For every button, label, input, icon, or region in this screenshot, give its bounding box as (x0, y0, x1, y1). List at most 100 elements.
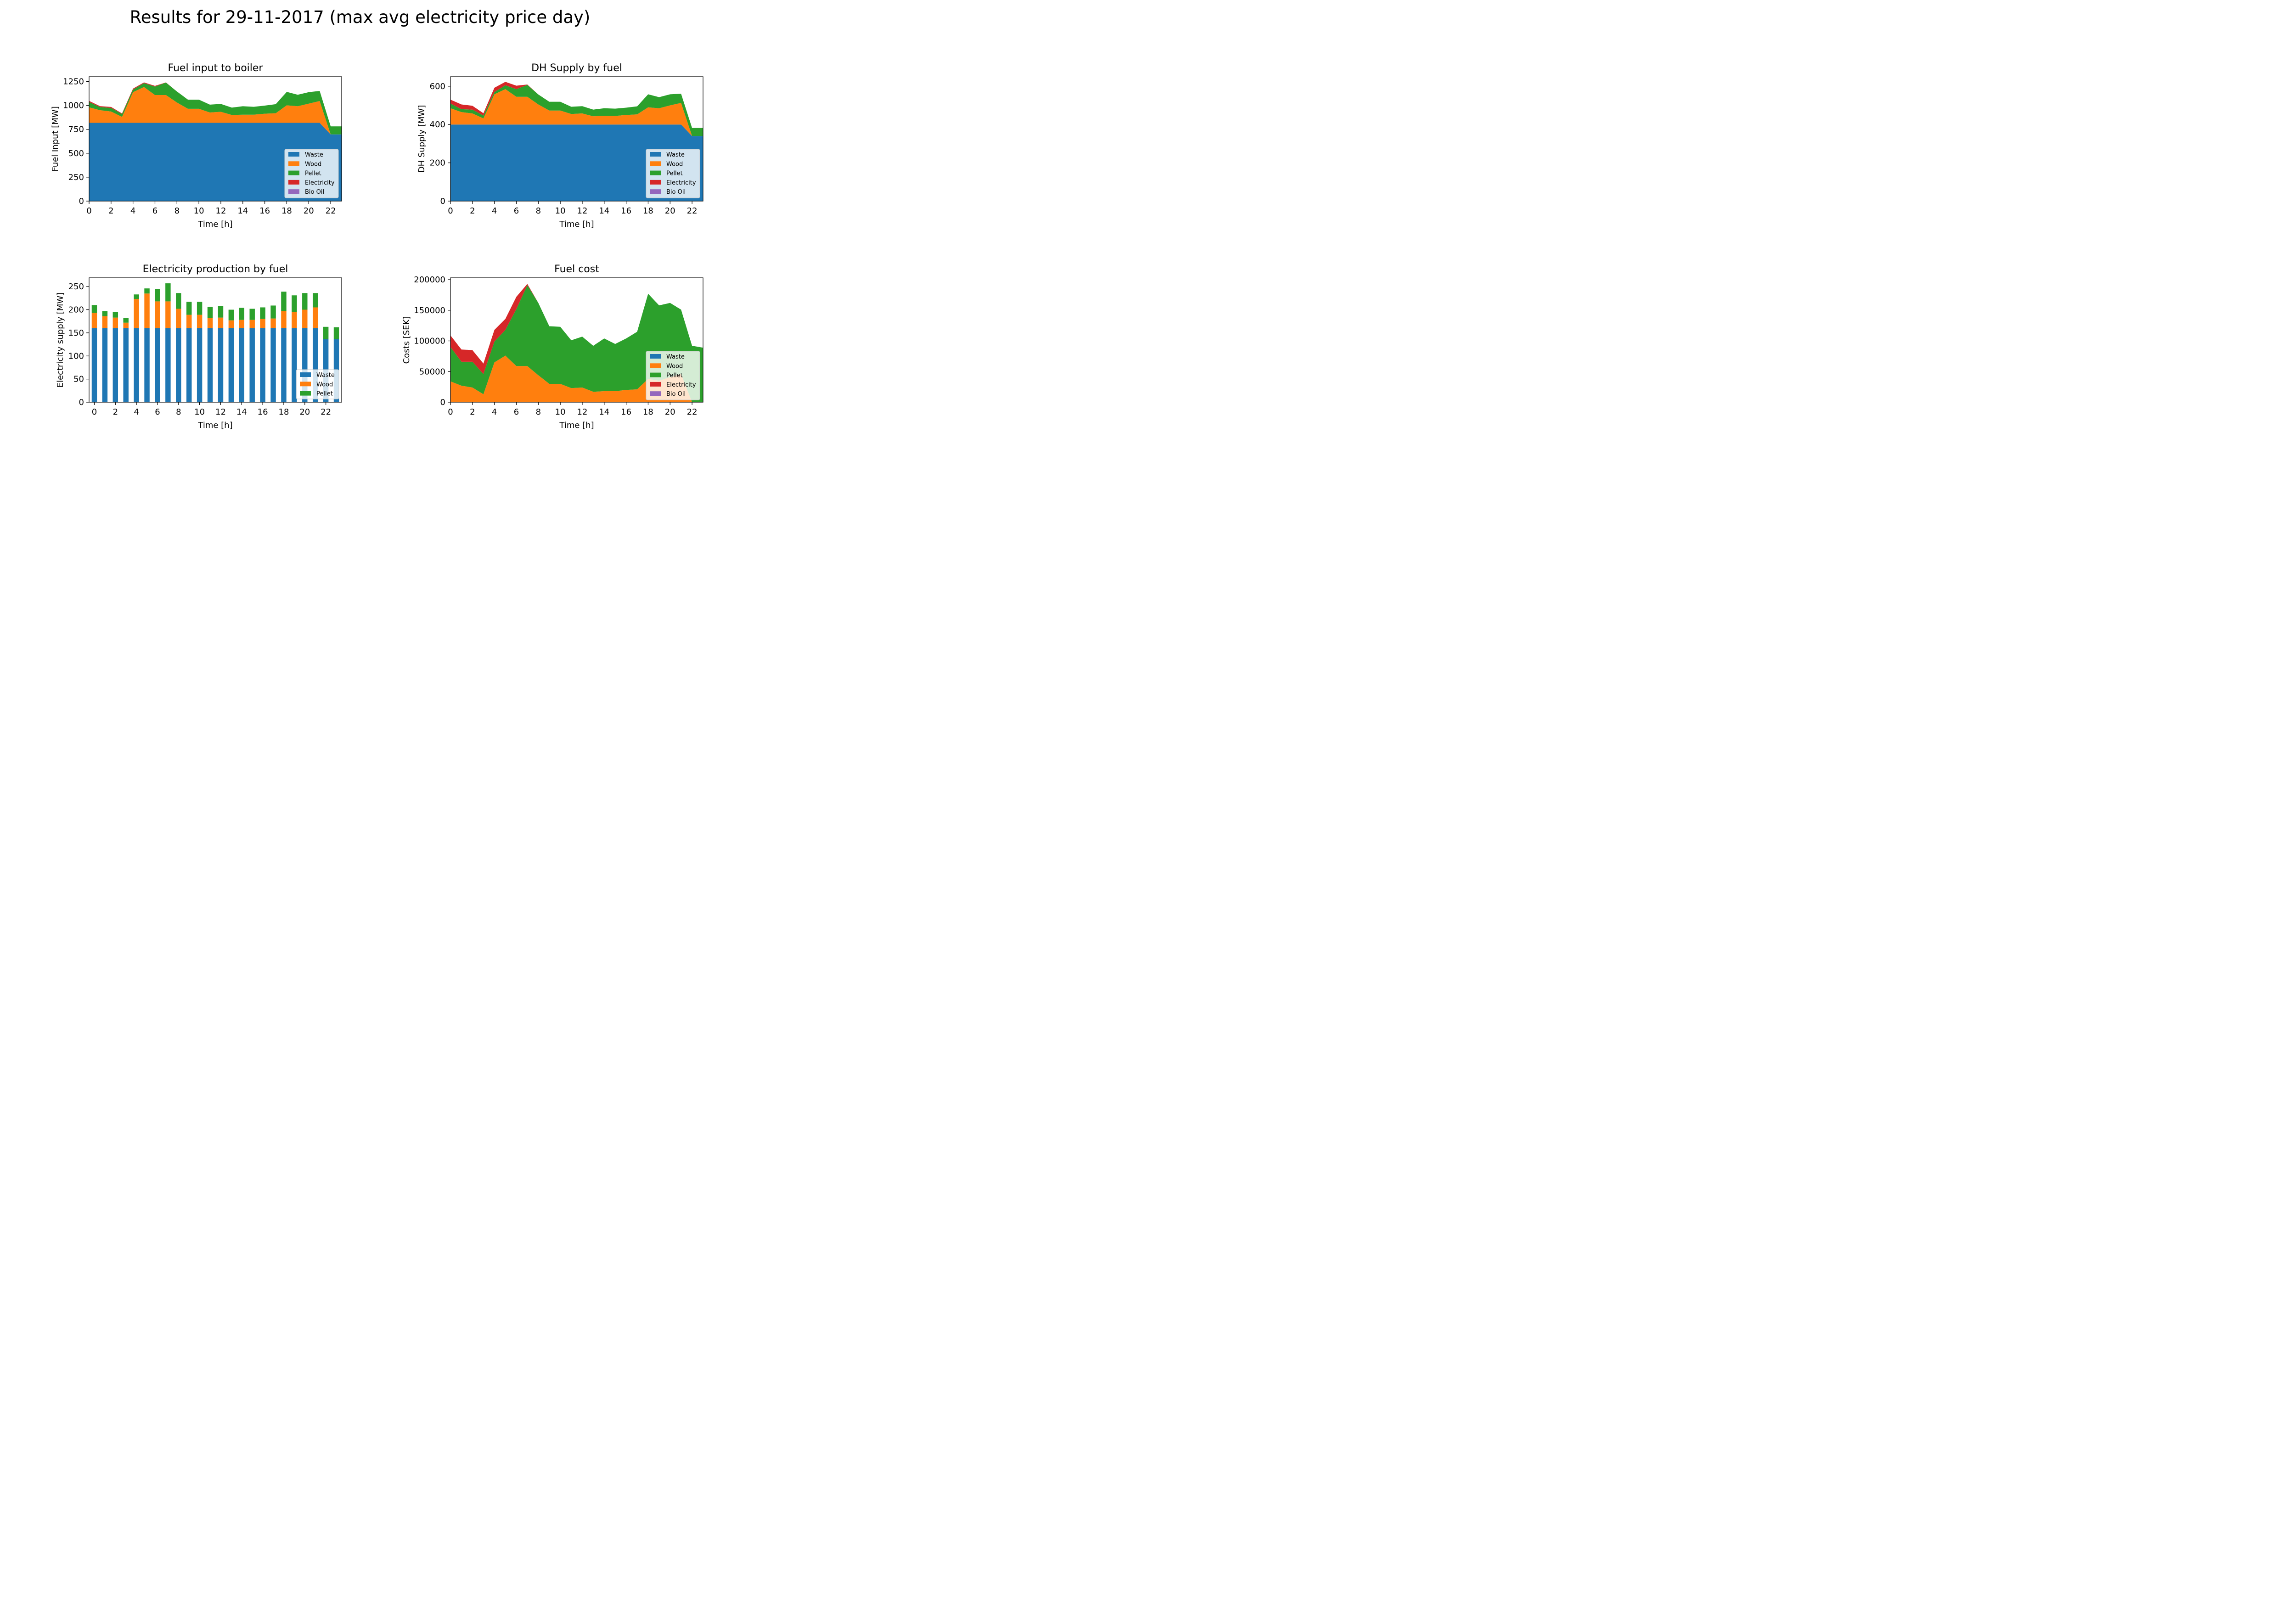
x-tick-label: 14 (236, 407, 247, 417)
y-tick-label: 250 (68, 173, 84, 182)
bar-pellet (91, 305, 97, 313)
x-tick-label: 18 (643, 407, 653, 417)
y-tick-label: 0 (440, 398, 445, 407)
legend: Waste Wood Pellet (296, 369, 339, 399)
legend-label-electricity: Electricity (666, 382, 696, 388)
bar-wood (165, 301, 171, 328)
x-tick-label: 0 (448, 407, 453, 417)
x-tick-label: 2 (113, 407, 118, 417)
x-axis-label: Time [h] (197, 219, 232, 229)
plot-area (89, 82, 342, 201)
y-tick-label: 50000 (419, 367, 445, 376)
bar-wood (144, 293, 150, 328)
bar-waste (165, 328, 171, 402)
y-tick-label: 150 (68, 328, 84, 338)
y-tick-label: 1000 (63, 101, 84, 111)
bar-pellet (323, 326, 329, 339)
axes-frame (450, 277, 703, 403)
x-tick-label: 8 (176, 407, 181, 417)
legend-label-bio-oil: Bio Oil (305, 189, 324, 196)
bar-wood (207, 318, 213, 328)
x-tick-label: 8 (536, 407, 541, 417)
bar-pellet (333, 327, 339, 339)
x-axis-label: Time [h] (197, 421, 232, 430)
x-tick-label: 12 (577, 407, 588, 417)
bar-pellet (123, 318, 129, 323)
bar-pellet (186, 302, 192, 315)
legend-label-wood: Wood (305, 161, 321, 168)
x-tick-label: 4 (492, 407, 497, 417)
x-tick-label: 20 (299, 407, 310, 417)
bar-pellet (312, 293, 318, 308)
x-tick-label: 14 (599, 206, 609, 216)
x-tick-label: 22 (321, 407, 331, 417)
bar-waste (281, 328, 287, 402)
bar-waste (302, 328, 308, 402)
bar-pellet (113, 312, 118, 318)
y-tick-label: 100000 (414, 337, 445, 346)
legend-label-waste: Waste (305, 152, 323, 158)
x-tick-label: 22 (687, 407, 698, 417)
bar-wood (155, 301, 160, 328)
bar-waste (292, 328, 297, 402)
legend-label-pellet: Pellet (666, 170, 683, 177)
bar-wood (102, 316, 108, 328)
legend-swatch-pellet (300, 391, 311, 396)
x-tick-label: 2 (470, 206, 475, 216)
bar-waste (270, 328, 276, 402)
x-tick-label: 14 (599, 407, 609, 417)
legend-swatch-wood (650, 161, 661, 166)
chart-title: DH Supply by fuel (531, 62, 622, 74)
bar-wood (91, 313, 97, 328)
bar-wood (260, 319, 265, 328)
legend-label-bio-oil: Bio Oil (666, 189, 686, 196)
x-tick-label: 18 (279, 407, 289, 417)
x-tick-label: 10 (194, 407, 205, 417)
x-tick-label: 16 (621, 206, 631, 216)
bar-waste (102, 328, 108, 402)
x-axis-label: Time [h] (559, 219, 594, 229)
x-tick-label: 4 (134, 407, 139, 417)
legend-label-electricity: Electricity (305, 180, 335, 186)
bar-pellet (260, 307, 265, 319)
bar-waste (312, 328, 318, 402)
legend: Waste Wood Pellet Electricity Bio Oil (646, 351, 700, 400)
bar-wood (228, 320, 234, 328)
y-tick-label: 0 (79, 398, 84, 407)
legend-label-bio-oil: Bio Oil (666, 391, 686, 398)
x-tick-label: 0 (86, 206, 91, 216)
x-tick-label: 8 (536, 206, 541, 216)
bar-wood (270, 318, 276, 328)
bar-pellet (239, 308, 245, 320)
legend-label-waste: Waste (316, 372, 335, 379)
plot-area (450, 284, 703, 402)
x-tick-label: 10 (555, 407, 566, 417)
legend-swatch-waste (300, 372, 311, 377)
bar-waste (228, 328, 234, 402)
y-tick-label: 200000 (414, 275, 445, 285)
bar-wood (239, 320, 245, 328)
legend: Waste Wood Pellet Electricity Bio Oil (646, 149, 700, 198)
x-tick-label: 22 (326, 206, 336, 216)
bar-pellet (292, 295, 297, 312)
legend-swatch-waste (650, 354, 661, 359)
chart-electricity-production-by-fuel: 0 2 4 6 8 10 12 14 16 18 20 22050100150200250Electr… (56, 264, 342, 430)
bar-pellet (102, 311, 108, 316)
bar-waste (207, 328, 213, 402)
y-tick-label: 500 (68, 149, 84, 158)
bar-waste (197, 328, 203, 402)
bar-wood (302, 309, 308, 328)
bar-waste (239, 328, 245, 402)
legend-swatch-pellet (650, 170, 661, 175)
area-waste (450, 124, 703, 201)
axes-frame (89, 277, 342, 403)
bar-waste (91, 328, 97, 402)
bar-wood (113, 317, 118, 328)
x-tick-label: 2 (470, 407, 475, 417)
bar-pellet (134, 294, 139, 299)
legend-swatch-pellet (650, 372, 661, 377)
bar-pellet (218, 306, 224, 318)
y-tick-label: 50 (73, 375, 84, 384)
bar-waste (218, 328, 224, 402)
legend-label-pellet: Pellet (305, 170, 321, 177)
